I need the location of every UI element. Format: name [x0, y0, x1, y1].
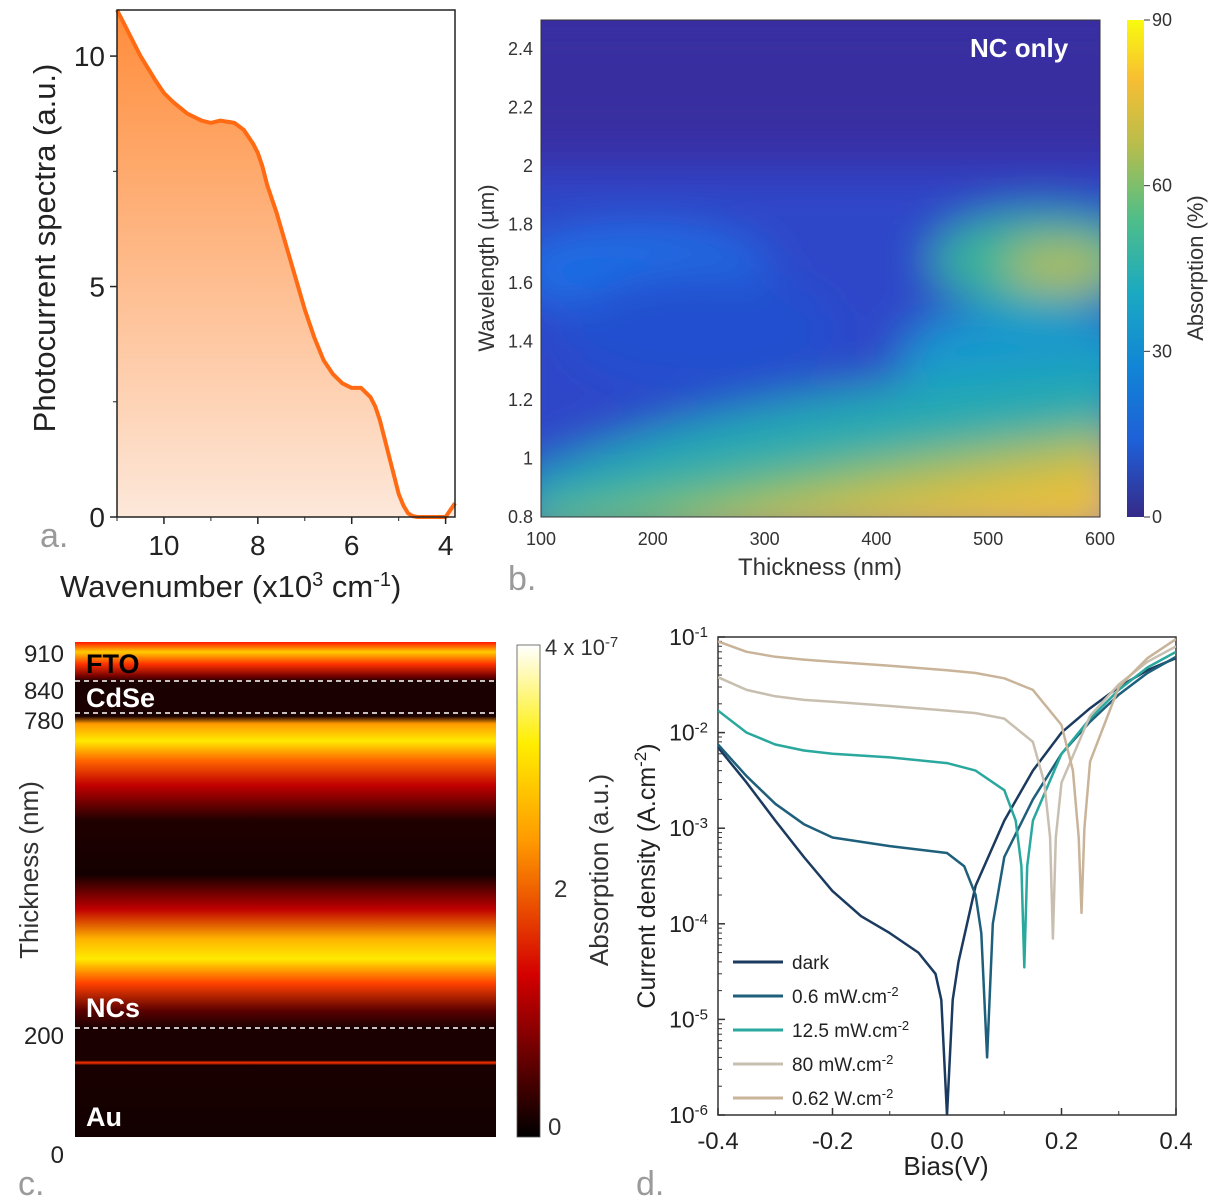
panel-d-letter: d. — [636, 1165, 664, 1200]
b-xtick-label: 200 — [638, 529, 668, 549]
a-ytick-label: 0 — [89, 502, 105, 533]
layer-label-ncs: NCs — [86, 993, 140, 1023]
panel-a-photocurrent-spectrum: 10 8 6 4 0 5 10 Wavenumber (x103 cm-1) Photocu… — [27, 9, 457, 604]
legend-label: 0.6 mW.cm-2 — [792, 984, 899, 1009]
panel-a-letter: a. — [40, 517, 68, 555]
c-ytick-label: 200 — [24, 1023, 64, 1050]
d-ytick-label: 10-6 — [669, 1102, 708, 1129]
legend-label: 0.62 W.cm-2 — [792, 1086, 893, 1111]
panel-b-heatmap — [541, 20, 1100, 517]
panel-c-cbar-mid: 2 — [554, 876, 567, 903]
panel-b-colorbar-ticks: 0 30 60 90 — [1144, 10, 1172, 527]
b-ytick-label: 0.8 — [508, 507, 533, 527]
panel-c-colorbar — [516, 644, 541, 1138]
panel-a-xlabel: Wavenumber (x103 cm-1) — [60, 569, 401, 604]
d-ytick-label: 10-3 — [669, 815, 708, 842]
c-ytick-label: 0 — [51, 1142, 64, 1169]
legend-label: 80 mW.cm-2 — [792, 1052, 893, 1077]
panel-b-xlabel: Thickness (nm) — [738, 554, 902, 581]
layer-label-cdse: CdSe — [86, 683, 155, 713]
d-xtick-label: 0.2 — [1045, 1128, 1078, 1155]
panel-b-ticks: 100 200 300 400 500 600 0.8 1 1.2 1.4 1.6 1.8 2 2.2 2.… — [508, 39, 1115, 549]
panel-b-annotation: NC only — [970, 33, 1069, 63]
series-line-2 — [718, 650, 1176, 969]
panel-b-ylabel: Wavelength (µm) — [474, 184, 499, 351]
a-ytick-label: 5 — [89, 272, 105, 303]
panel-a-ticks: 10 8 6 4 0 5 10 — [74, 41, 454, 561]
panel-c-cbar-max: 4 x 10-7 — [545, 634, 618, 661]
panel-d-series-lines — [718, 638, 1176, 1115]
panel-b-letter: b. — [508, 560, 536, 598]
panel-d-ylabel: Current density (A.cm-2) — [631, 743, 662, 1008]
panel-d-iv-curves: -0.4 -0.2 0.0 0.2 0.4 10-6 10-5 10-4 10-3 10-2 10-… — [631, 624, 1193, 1200]
panel-b-absorption-map: NC only 100 200 300 400 500 6000.811.21.41.61… — [474, 10, 1208, 598]
a-xtick-label: 6 — [344, 530, 360, 561]
panel-c-heatmap — [75, 642, 496, 1137]
d-xtick-label: -0.2 — [812, 1128, 853, 1155]
series-line-0 — [718, 657, 1176, 1115]
b-ytick-label: 1.8 — [508, 215, 533, 235]
b-ytick-label: 2.4 — [508, 39, 533, 59]
legend-label: dark — [792, 953, 829, 974]
panel-c-colorbar-label: Absorption (a.u.) — [584, 774, 614, 966]
a-xtick-label: 10 — [148, 530, 179, 561]
panel-d-legend: dark 0.6 mW.cm-2 12.5 mW.cm-2 80 mW.cm-2 0.6… — [733, 953, 909, 1110]
d-ytick-label: 10-2 — [669, 719, 708, 746]
b-ytick-label: 1.4 — [508, 332, 533, 352]
b-xtick-label: 400 — [861, 529, 891, 549]
b-cbar-tick-label: 60 — [1152, 176, 1172, 196]
b-ytick-label: 1.6 — [508, 273, 533, 293]
panel-c-absorption-profile: FTO CdSe NCs Au 910 840 780 200 0 Thickness … — [14, 634, 618, 1200]
series-line-4 — [718, 638, 1176, 915]
b-cbar-tick-label: 90 — [1152, 10, 1172, 30]
layer-label-fto: FTO — [86, 649, 140, 679]
panel-b-colorbar-label: Absorption (%) — [1183, 195, 1208, 341]
d-xtick-label: 0.4 — [1159, 1128, 1192, 1155]
d-ytick-label: 10-1 — [669, 624, 708, 651]
b-xtick-label: 100 — [526, 529, 556, 549]
c-ytick-label: 840 — [24, 678, 64, 705]
d-ytick-label: 10-5 — [669, 1006, 708, 1033]
series-line-1 — [718, 655, 1176, 1059]
d-xtick-label: -0.4 — [697, 1128, 738, 1155]
b-xtick-label: 300 — [750, 529, 780, 549]
panel-b-axes-frame — [540, 19, 1101, 518]
c-ytick-label: 780 — [24, 708, 64, 735]
layer-label-au: Au — [86, 1102, 122, 1132]
series-line-3 — [718, 645, 1176, 940]
panel-c-cbar-min: 0 — [548, 1114, 561, 1141]
b-ytick-label: 1.2 — [508, 390, 533, 410]
photocurrent-area-fill — [117, 10, 455, 517]
panel-d-ticks: -0.4 -0.2 0.0 0.2 0.4 10-6 10-5 10-4 10-3 10-2 10-… — [669, 624, 1193, 1156]
a-xtick-label: 4 — [438, 530, 454, 561]
a-ytick-label: 10 — [74, 41, 105, 72]
d-xtick-label: 0.0 — [930, 1128, 963, 1155]
panel-c-letter: c. — [18, 1165, 44, 1200]
panel-c-yticks: 910 840 780 200 0 — [24, 641, 64, 1169]
panel-d-xlabel: Bias(V) — [903, 1151, 988, 1181]
panel-b-colorbar — [1127, 20, 1144, 517]
panel-a-axes-frame — [116, 9, 456, 518]
c-ytick-label: 910 — [24, 641, 64, 668]
panel-d-axes-frame — [717, 636, 1177, 1116]
b-ytick-label: 2 — [523, 156, 533, 176]
b-xtick-label: 600 — [1085, 529, 1115, 549]
b-cbar-tick-label: 0 — [1152, 507, 1162, 527]
b-xtick-label: 500 — [973, 529, 1003, 549]
panel-a-ylabel: Photocurrent spectra (a.u.) — [27, 64, 62, 433]
panel-c-ylabel: Thickness (nm) — [14, 781, 44, 959]
photocurrent-line — [115, 9, 457, 519]
legend-label: 12.5 mW.cm-2 — [792, 1018, 909, 1043]
b-ytick-label: 2.2 — [508, 98, 533, 118]
b-cbar-tick-label: 30 — [1152, 341, 1172, 361]
b-ytick-label: 1 — [523, 449, 533, 469]
a-xtick-label: 8 — [250, 530, 266, 561]
d-ytick-label: 10-4 — [669, 910, 708, 937]
